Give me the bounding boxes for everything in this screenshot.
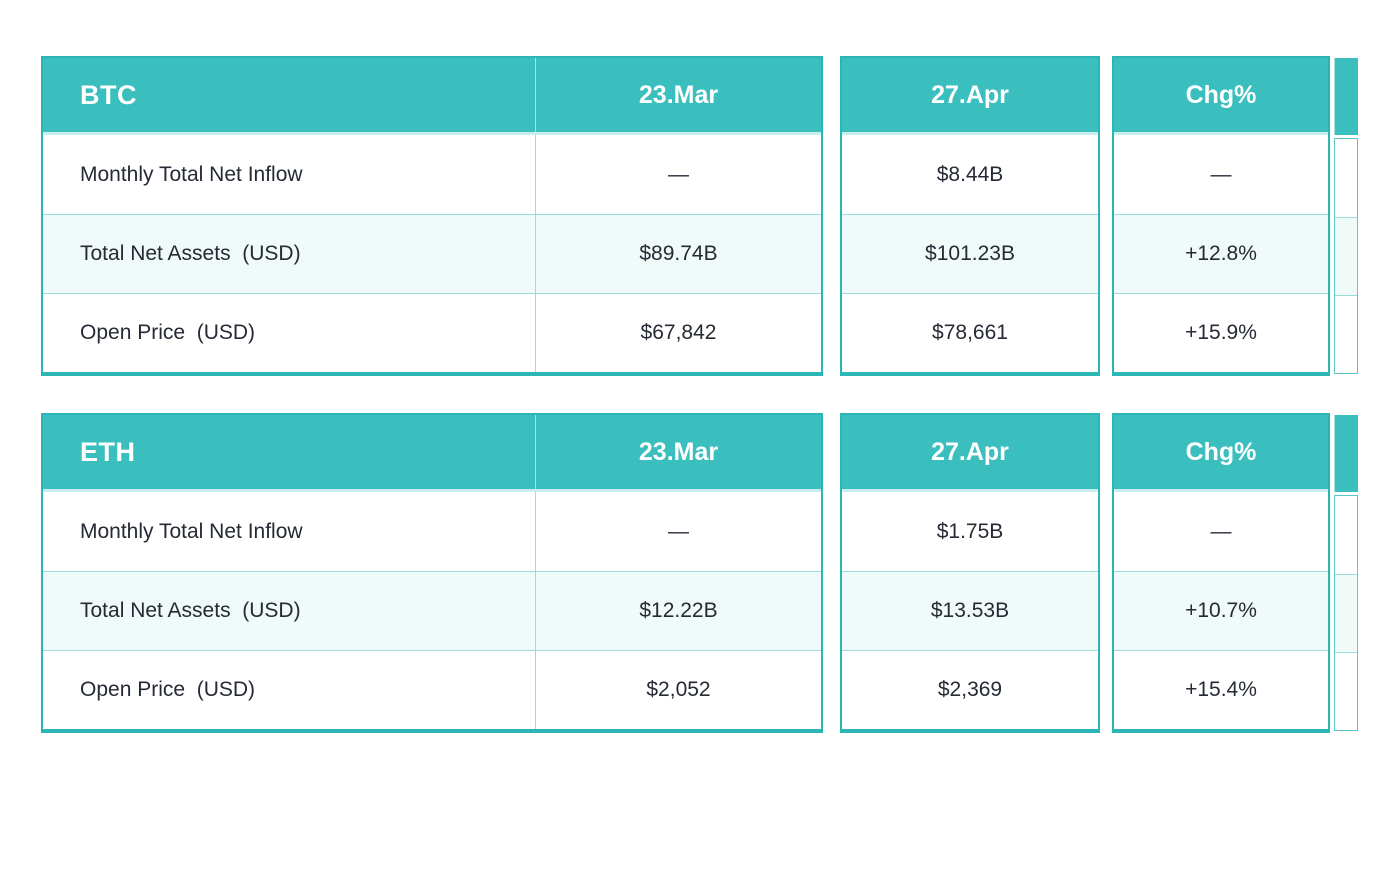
column-gap [1100, 413, 1112, 733]
page: BTC 23.Mar Monthly Total Net Inflow — To… [41, 56, 1358, 733]
row-label: Total Net Assets (USD) [43, 572, 536, 650]
row-label: Total Net Assets (USD) [43, 215, 536, 293]
btc-row-open-price: Open Price (USD) $67,842 [43, 293, 821, 372]
eth-column-header-27apr: 27.Apr [842, 415, 1098, 492]
row-label: Open Price (USD) [43, 651, 536, 729]
btc-column-header-chg: Chg% [1114, 58, 1328, 135]
clipped-cell [1335, 139, 1357, 217]
cell-value: $78,661 [842, 293, 1098, 372]
cell-value: $13.53B [842, 571, 1098, 650]
column-gap [1330, 413, 1334, 733]
cell-value: — [668, 162, 689, 186]
eth-row-total-net-assets: Total Net Assets (USD) $12.22B [43, 571, 821, 650]
cell-value: — [1210, 162, 1232, 186]
btc-column-header-27apr: 27.Apr [842, 58, 1098, 135]
eth-row-monthly-inflow: Monthly Total Net Inflow — [43, 492, 821, 571]
eth-table: ETH 23.Mar Monthly Total Net Inflow — To… [41, 413, 1358, 733]
column-gap [823, 413, 840, 733]
cell-value: +15.9% [1114, 293, 1328, 372]
eth-main-panel: ETH 23.Mar Monthly Total Net Inflow — To… [41, 413, 823, 733]
eth-header-row: ETH 23.Mar [43, 415, 821, 492]
eth-column-header-23mar: 23.Mar [638, 437, 719, 466]
eth-column-header-chg: Chg% [1114, 415, 1328, 492]
cell-value: $1.75B [936, 519, 1004, 543]
cell-value: $12.22B [639, 599, 718, 622]
cell-value: $2,052 [646, 678, 711, 701]
row-label: Monthly Total Net Inflow [43, 492, 536, 571]
clipped-column-header [1334, 415, 1358, 492]
clipped-column-body [1334, 138, 1358, 374]
btc-header-row: BTC 23.Mar [43, 58, 821, 135]
eth-row-open-price: Open Price (USD) $2,052 [43, 650, 821, 729]
btc-clipped-next-column [1334, 56, 1358, 376]
row-label: Open Price (USD) [43, 294, 536, 372]
cell-value: +10.7% [1114, 571, 1328, 650]
clipped-column-body [1334, 495, 1358, 731]
clipped-cell [1335, 652, 1357, 730]
clipped-cell [1335, 574, 1357, 652]
btc-table-title: BTC [43, 58, 536, 132]
clipped-cell [1335, 496, 1357, 574]
cell-value: $89.74B [639, 242, 718, 265]
eth-clipped-next-column [1334, 413, 1358, 733]
btc-table: BTC 23.Mar Monthly Total Net Inflow — To… [41, 56, 1358, 376]
column-gap [823, 56, 840, 376]
btc-chg-panel: Chg% — +12.8% +15.9% [1112, 56, 1330, 376]
clipped-cell [1335, 217, 1357, 295]
cell-value: $2,369 [842, 650, 1098, 729]
btc-main-panel: BTC 23.Mar Monthly Total Net Inflow — To… [41, 56, 823, 376]
cell-value: $101.23B [842, 214, 1098, 293]
eth-table-title: ETH [43, 415, 536, 489]
eth-chg-panel: Chg% — +10.7% +15.4% [1112, 413, 1330, 733]
btc-27apr-panel: 27.Apr $8.44B $101.23B $78,661 [840, 56, 1100, 376]
column-gap [1100, 56, 1112, 376]
cell-value: $8.44B [936, 162, 1004, 186]
clipped-column-header [1334, 58, 1358, 135]
cell-value: +12.8% [1114, 214, 1328, 293]
cell-value: $67,842 [640, 321, 717, 344]
btc-row-monthly-inflow: Monthly Total Net Inflow — [43, 135, 821, 214]
row-label: Monthly Total Net Inflow [43, 135, 536, 214]
column-gap [1330, 56, 1334, 376]
btc-column-header-23mar: 23.Mar [638, 80, 719, 109]
cell-value: +15.4% [1114, 650, 1328, 729]
cell-value: — [668, 519, 689, 543]
btc-row-total-net-assets: Total Net Assets (USD) $89.74B [43, 214, 821, 293]
eth-27apr-panel: 27.Apr $1.75B $13.53B $2,369 [840, 413, 1100, 733]
cell-value: — [1210, 519, 1232, 543]
clipped-cell [1335, 295, 1357, 373]
